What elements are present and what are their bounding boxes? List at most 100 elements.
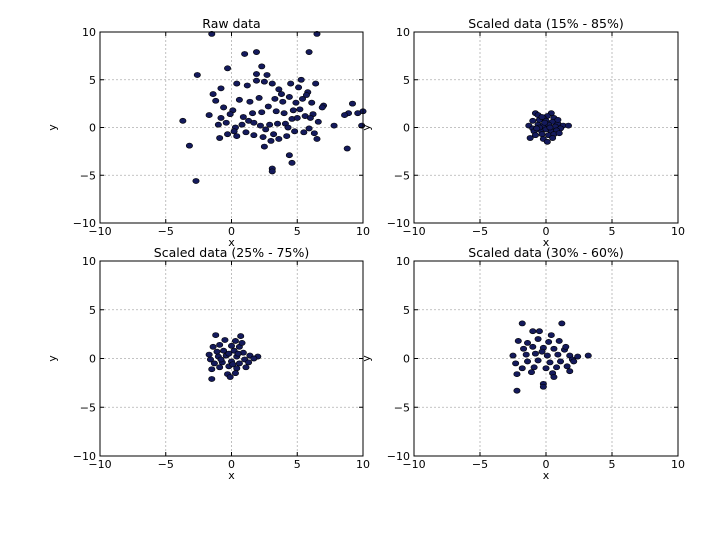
x-tick-label: 0 <box>543 458 550 471</box>
data-point <box>225 350 233 357</box>
data-point <box>205 351 213 358</box>
x-tick-label: −5 <box>472 458 488 471</box>
x-axis-label: x <box>543 236 550 249</box>
data-point <box>555 130 563 137</box>
y-axis-label: y <box>46 355 59 362</box>
y-tick-label: −5 <box>80 169 96 182</box>
x-tick-label: 5 <box>294 225 301 238</box>
data-point <box>306 115 314 121</box>
y-tick-label: −10 <box>387 450 410 463</box>
data-point <box>539 383 547 390</box>
data-point <box>212 97 220 104</box>
data-point <box>305 49 313 55</box>
data-point <box>267 137 275 144</box>
data-point <box>228 342 236 349</box>
data-point <box>312 80 320 87</box>
x-axis-label: x <box>543 469 550 482</box>
data-point <box>538 114 546 120</box>
data-point <box>509 352 517 359</box>
data-point <box>256 122 264 129</box>
data-point <box>222 119 230 126</box>
data-point <box>557 358 565 365</box>
data-point <box>554 116 562 123</box>
data-point <box>524 339 532 346</box>
data-point <box>566 368 574 375</box>
y-tick-label: 0 <box>89 122 96 135</box>
data-point <box>314 118 322 125</box>
data-point <box>255 94 263 101</box>
data-point <box>522 351 530 358</box>
data-point <box>249 110 257 117</box>
data-point <box>268 168 276 175</box>
data-point <box>205 112 213 118</box>
data-point <box>538 131 546 138</box>
data-point <box>513 371 521 377</box>
subplot-title: Raw data <box>202 16 260 31</box>
y-tick-label: 5 <box>89 304 96 317</box>
data-point <box>208 366 216 373</box>
y-tick-label: −5 <box>394 401 410 414</box>
data-point <box>280 110 288 117</box>
data-point <box>252 71 260 77</box>
data-point <box>545 339 553 345</box>
data-point <box>295 84 303 91</box>
data-point <box>279 98 287 105</box>
data-point <box>243 82 251 89</box>
data-point <box>242 364 250 371</box>
data-point <box>220 347 228 354</box>
data-point <box>264 103 272 110</box>
data-point <box>554 351 562 358</box>
data-point <box>179 117 187 124</box>
data-point <box>208 31 216 37</box>
data-point <box>262 126 270 133</box>
data-point <box>274 120 282 127</box>
data-point <box>550 374 558 380</box>
data-point <box>292 99 300 106</box>
data-point <box>299 95 307 102</box>
x-tick-label: −10 <box>402 458 425 471</box>
data-point <box>531 350 539 357</box>
data-point <box>555 338 563 344</box>
data-point <box>343 145 351 152</box>
data-point <box>291 128 299 135</box>
data-point <box>275 86 283 93</box>
data-point <box>229 361 237 368</box>
data-point <box>272 108 280 115</box>
data-point <box>233 133 241 139</box>
data-point <box>330 122 338 129</box>
data-point <box>277 91 285 97</box>
data-point <box>305 125 313 132</box>
data-point <box>512 360 520 367</box>
data-point <box>212 332 220 338</box>
y-tick-label: 0 <box>403 353 410 366</box>
data-point <box>213 348 221 355</box>
data-point <box>217 356 225 363</box>
data-point <box>258 109 266 116</box>
data-point <box>252 77 260 84</box>
y-tick-label: −5 <box>394 169 410 182</box>
data-point <box>348 100 356 107</box>
data-point <box>221 337 229 343</box>
data-point <box>252 49 260 55</box>
data-point <box>266 121 274 128</box>
data-point <box>308 99 316 106</box>
data-point <box>531 132 539 139</box>
x-tick-label: 10 <box>671 458 685 471</box>
data-point <box>237 333 245 339</box>
y-tick-label: 5 <box>403 74 410 87</box>
data-point <box>354 110 362 117</box>
x-tick-label: 5 <box>609 458 616 471</box>
x-tick-label: 5 <box>294 458 301 471</box>
data-point <box>546 359 554 366</box>
data-point <box>518 320 526 327</box>
data-point <box>226 111 234 118</box>
y-tick-label: 0 <box>89 353 96 366</box>
data-point <box>534 357 542 364</box>
x-tick-label: 10 <box>671 225 685 238</box>
y-tick-label: 10 <box>82 255 96 268</box>
data-point <box>289 107 297 114</box>
data-point <box>562 343 570 350</box>
data-point <box>238 121 246 128</box>
data-point <box>293 115 301 121</box>
